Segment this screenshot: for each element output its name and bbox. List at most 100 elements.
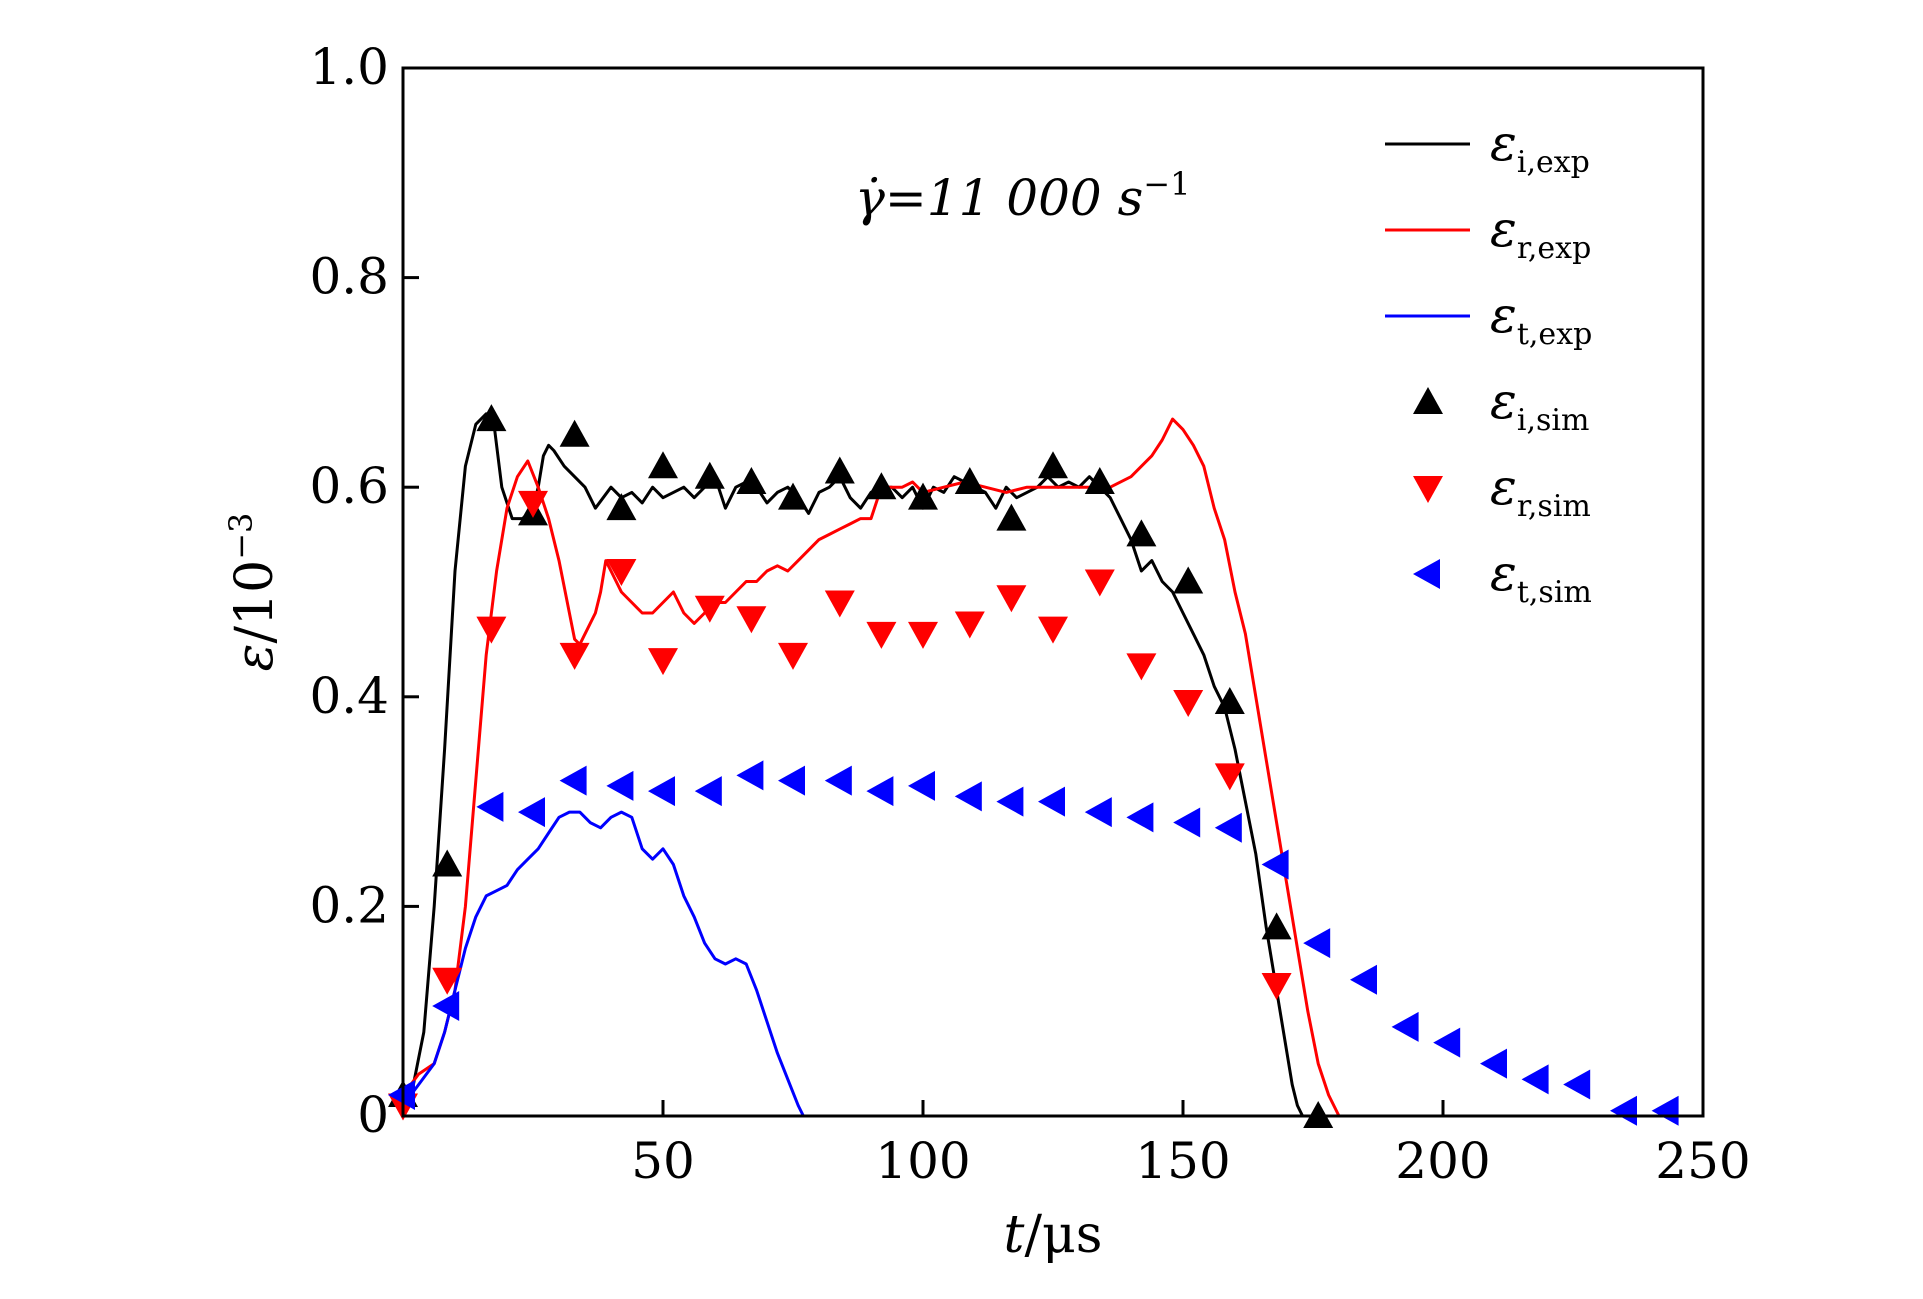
data-point-i-sim bbox=[1173, 566, 1204, 594]
series-line-t-exp bbox=[401, 810, 805, 1117]
data-point-t-sim bbox=[1651, 1095, 1679, 1126]
x-axis-var: t bbox=[1004, 1205, 1025, 1265]
data-point-r-sim bbox=[996, 585, 1027, 613]
series-layer bbox=[401, 412, 1341, 1117]
y-tick-label: 0 bbox=[357, 1086, 389, 1144]
strain-rate-exponent: −1 bbox=[1143, 165, 1190, 203]
data-point-t-sim bbox=[1126, 802, 1154, 833]
data-point-r-sim bbox=[559, 642, 590, 670]
data-point-t-sim bbox=[736, 760, 764, 791]
legend-symbol: ε bbox=[1490, 372, 1517, 430]
data-point-t-sim bbox=[1480, 1048, 1507, 1079]
legend-symbol: ε bbox=[1490, 286, 1517, 344]
x-axis-unit: /μs bbox=[1024, 1205, 1102, 1265]
data-point-i-sim bbox=[824, 456, 855, 484]
legend-subscript: r,sim bbox=[1517, 489, 1591, 524]
data-point-r-sim bbox=[1084, 569, 1115, 597]
y-tick-label: 0.4 bbox=[309, 667, 389, 725]
data-point-t-sim bbox=[1261, 849, 1289, 880]
y-axis-var: ε bbox=[225, 643, 285, 671]
data-point-i-sim bbox=[1214, 687, 1245, 715]
data-point-t-sim bbox=[1563, 1069, 1591, 1100]
x-tick-label: 200 bbox=[1395, 1132, 1490, 1190]
data-point-r-sim bbox=[518, 490, 548, 518]
x-tick-label: 250 bbox=[1655, 1132, 1750, 1190]
data-point-r-sim bbox=[648, 648, 678, 676]
legend-swatch-r-sim bbox=[1413, 476, 1443, 503]
x-tick-label: 50 bbox=[631, 1132, 695, 1190]
data-point-i-sim bbox=[1038, 451, 1068, 479]
data-point-i-sim bbox=[694, 461, 725, 489]
legend-symbol: ε bbox=[1490, 114, 1517, 172]
legend-label-i-exp: εi,exp bbox=[1490, 114, 1590, 180]
legend-swatch-i-sim bbox=[1413, 387, 1443, 414]
y-tick-label: 0.2 bbox=[309, 876, 389, 934]
data-point-t-sim bbox=[1303, 928, 1331, 959]
data-point-t-sim bbox=[432, 990, 460, 1021]
data-point-r-sim bbox=[778, 642, 808, 670]
legend-swatch-t-sim bbox=[1413, 559, 1440, 589]
data-point-t-sim bbox=[648, 776, 675, 807]
series-line-r-exp bbox=[401, 417, 1341, 1117]
data-point-r-sim bbox=[1126, 653, 1157, 681]
x-tick-label: 150 bbox=[1135, 1132, 1230, 1190]
data-point-i-sim bbox=[954, 466, 985, 494]
legend-subscript: i,exp bbox=[1517, 145, 1590, 180]
data-point-t-sim bbox=[1084, 797, 1112, 828]
y-axis-exponent: −3 bbox=[222, 513, 260, 560]
data-point-r-sim bbox=[1173, 690, 1204, 718]
data-point-r-sim bbox=[476, 616, 507, 644]
data-point-r-sim bbox=[908, 621, 938, 649]
data-point-r-sim bbox=[866, 621, 897, 649]
data-point-t-sim bbox=[559, 765, 587, 796]
ticks-layer: 50 100 150 200 250 0 0.2 0.4 0.6 0.8 1.0 bbox=[309, 38, 1750, 1190]
y-axis-unit: /10 bbox=[225, 560, 285, 644]
data-point-t-sim bbox=[824, 765, 852, 796]
data-point-i-sim bbox=[606, 493, 637, 521]
data-point-t-sim bbox=[1433, 1027, 1461, 1058]
data-point-r-sim bbox=[824, 590, 855, 618]
strain-rate-annotation: γ̇=11 000 s−1 bbox=[855, 165, 1190, 227]
data-point-t-sim bbox=[954, 781, 982, 812]
legend-label-i-sim: εi,sim bbox=[1490, 372, 1589, 438]
data-point-t-sim bbox=[1391, 1011, 1419, 1042]
data-point-t-sim bbox=[778, 765, 805, 796]
plot-frame bbox=[401, 66, 1705, 1118]
y-tick-label: 1.0 bbox=[309, 38, 389, 96]
data-point-t-sim bbox=[1038, 786, 1065, 817]
legend-subscript: r,exp bbox=[1517, 231, 1591, 266]
data-point-i-sim bbox=[648, 451, 678, 479]
data-point-i-sim bbox=[1126, 519, 1157, 547]
x-tick-label: 100 bbox=[875, 1132, 970, 1190]
data-point-r-sim bbox=[432, 967, 463, 995]
data-point-i-sim bbox=[736, 466, 767, 494]
legend-label-t-exp: εt,exp bbox=[1490, 286, 1592, 352]
data-point-t-sim bbox=[1610, 1095, 1637, 1126]
data-point-i-sim bbox=[432, 849, 463, 877]
y-tick-label: 0.8 bbox=[309, 248, 389, 306]
data-point-i-sim bbox=[1261, 912, 1292, 940]
data-point-t-sim bbox=[996, 786, 1024, 817]
legend-symbol: ε bbox=[1490, 544, 1517, 602]
data-point-t-sim bbox=[1350, 964, 1377, 995]
data-point-t-sim bbox=[908, 770, 935, 801]
data-point-i-sim bbox=[866, 472, 897, 500]
data-point-t-sim bbox=[476, 791, 504, 822]
legend-subscript: i,sim bbox=[1517, 403, 1590, 438]
data-point-r-sim bbox=[606, 559, 637, 587]
data-point-r-sim bbox=[694, 595, 725, 623]
data-point-r-sim bbox=[1261, 973, 1292, 1000]
series-line-i-exp bbox=[401, 412, 1304, 1117]
legend-subscript: t,exp bbox=[1517, 317, 1592, 352]
data-point-i-sim bbox=[996, 503, 1027, 531]
data-point-r-sim bbox=[1038, 616, 1068, 644]
legend-subscript: t,sim bbox=[1517, 575, 1592, 610]
data-point-r-sim bbox=[1214, 763, 1245, 791]
data-point-i-sim bbox=[1084, 466, 1115, 494]
data-point-r-sim bbox=[736, 606, 767, 634]
data-point-t-sim bbox=[518, 797, 545, 828]
data-point-i-sim bbox=[476, 404, 507, 432]
